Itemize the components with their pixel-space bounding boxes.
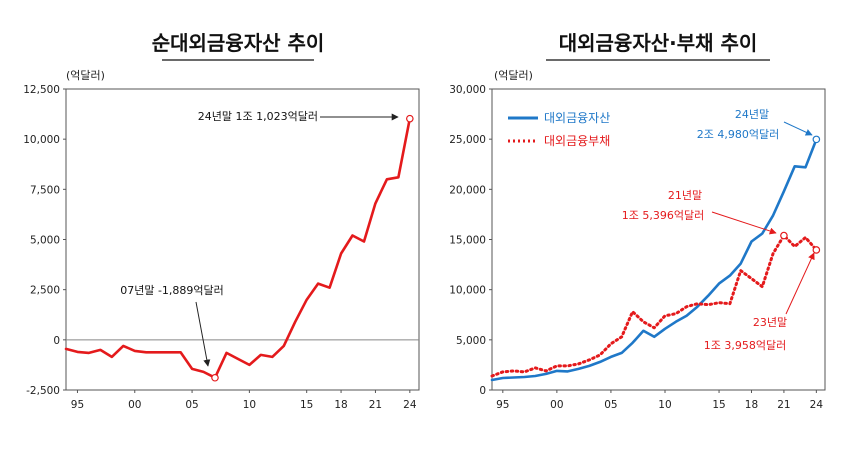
left-series-layer	[64, 114, 419, 382]
left-annotated-point-1	[211, 373, 219, 382]
right-xtick-label: 15	[712, 399, 725, 411]
right-chart-title: 대외금융자산·부채 추이	[559, 31, 758, 55]
left-xtick-label: 05	[185, 399, 198, 411]
right-xtick-label: 10	[658, 399, 671, 411]
right-unit-label: (억달러)	[494, 69, 533, 82]
right-series-line-0	[490, 138, 818, 382]
left-xtick-label: 00	[128, 399, 141, 411]
annotation-07-net: 07년말 -1,889억달러	[120, 284, 224, 297]
annotation-24-asset-line1: 24년말	[735, 108, 769, 121]
left-ytick-label: 12,500	[23, 84, 60, 96]
left-xtick-label: 21	[369, 399, 382, 411]
annotation-23-liab-line1: 23년말	[753, 316, 787, 329]
left-xtick-label: 95	[71, 399, 84, 411]
right-x-axis: 95 00 05 10 15 18 21 24	[496, 390, 823, 411]
left-ytick-label: 0	[53, 335, 60, 347]
legend-asset-label: 대외금융자산	[544, 111, 610, 125]
right-ytick-label: 0	[479, 385, 486, 397]
left-ytick-label: -2,500	[26, 385, 60, 397]
left-ytick-label: 7,500	[30, 184, 60, 196]
left-unit-label: (억달러)	[66, 69, 105, 82]
left-plot-frame	[65, 88, 420, 391]
right-annotated-point-0	[812, 135, 821, 144]
right-ytick-label: 5,000	[456, 335, 486, 347]
right-ytick-label: 25,000	[449, 134, 486, 146]
right-annotations: 24년말 2조 4,980억달러 21년말 1조 5,396억달러 23년말 1…	[622, 108, 815, 352]
right-legend: 대외금융자산 대외금융부채	[508, 111, 610, 148]
left-xtick-label: 10	[243, 399, 256, 411]
left-xtick-label: 15	[300, 399, 313, 411]
left-chart: 순대외금융자산 추이 (억달러) -2,500 0 2,500 5,000 7,500 1…	[23, 31, 420, 411]
right-ytick-label: 20,000	[449, 184, 486, 196]
right-y-axis: 0 5,000 10,000 15,000 20,000 25,000 30,000	[449, 84, 492, 397]
right-annotated-point-1	[780, 231, 788, 240]
annotation-21-liab-line2: 1조 5,396억달러	[622, 209, 704, 222]
right-chart: 대외금융자산·부채 추이 (억달러) 0 5,000 10,000 15,000 20,…	[449, 31, 826, 411]
right-xtick-label: 24	[810, 399, 824, 411]
left-annotations: 24년말 1조 1,023억달러 07년말 -1,889억달러	[120, 110, 399, 367]
left-ytick-label: 5,000	[30, 235, 60, 247]
left-y-axis: -2,500 0 2,500 5,000 7,500 10,000 12,500	[23, 84, 66, 397]
annotation-21-liab-arrow	[711, 211, 777, 235]
left-annotated-point-0	[406, 114, 414, 123]
right-series-layer	[490, 135, 821, 382]
right-ytick-label: 30,000	[449, 84, 486, 96]
annotation-24-net: 24년말 1조 1,023억달러	[198, 110, 318, 123]
right-xtick-label: 95	[496, 399, 509, 411]
right-xtick-label: 21	[777, 399, 790, 411]
left-series-line-0	[64, 117, 412, 380]
left-ytick-label: 2,500	[30, 285, 60, 297]
left-ytick-label: 10,000	[23, 134, 60, 146]
right-annotated-point-2	[812, 246, 821, 254]
annotation-23-liab-line2: 1조 3,958억달러	[704, 339, 786, 352]
legend-liability-label: 대외금융부채	[544, 134, 610, 148]
annotation-21-liab-line1: 21년말	[668, 189, 702, 202]
right-xtick-label: 00	[550, 399, 563, 411]
annotation-24-asset-arrow	[783, 121, 813, 136]
annotation-24-asset-line2: 2조 4,980억달러	[697, 128, 779, 141]
right-xtick-label: 18	[745, 399, 758, 411]
right-ytick-label: 15,000	[449, 235, 486, 247]
left-xtick-label: 24	[403, 399, 417, 411]
left-x-axis: 95 00 05 10 15 18 21 24	[71, 390, 417, 411]
annotation-23-liab-arrow	[785, 252, 815, 315]
right-series-line-1	[490, 234, 818, 378]
right-xtick-label: 05	[604, 399, 617, 411]
right-ytick-label: 10,000	[449, 285, 486, 297]
left-chart-title: 순대외금융자산 추이	[152, 31, 325, 55]
left-xtick-label: 18	[334, 399, 347, 411]
annotation-07-net-arrow	[195, 301, 211, 367]
